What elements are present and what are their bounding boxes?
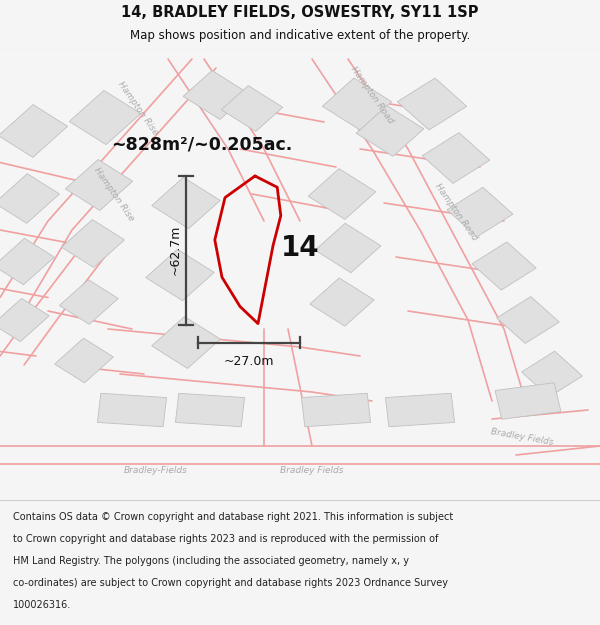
Polygon shape <box>301 393 371 427</box>
Polygon shape <box>310 278 374 326</box>
Polygon shape <box>97 393 167 427</box>
Text: HM Land Registry. The polygons (including the associated geometry, namely x, y: HM Land Registry. The polygons (includin… <box>13 556 409 566</box>
Polygon shape <box>65 159 133 211</box>
Text: to Crown copyright and database rights 2023 and is reproduced with the permissio: to Crown copyright and database rights 2… <box>13 534 439 544</box>
Text: Hampton Road: Hampton Road <box>433 182 479 242</box>
Text: ~27.0m: ~27.0m <box>224 355 274 368</box>
Text: Contains OS data © Crown copyright and database right 2021. This information is : Contains OS data © Crown copyright and d… <box>13 512 454 522</box>
Text: co-ordinates) are subject to Crown copyright and database rights 2023 Ordnance S: co-ordinates) are subject to Crown copyr… <box>13 578 448 588</box>
Polygon shape <box>315 223 381 272</box>
Text: Map shows position and indicative extent of the property.: Map shows position and indicative extent… <box>130 29 470 42</box>
Polygon shape <box>422 132 490 183</box>
Polygon shape <box>183 71 249 119</box>
Polygon shape <box>397 78 467 130</box>
Polygon shape <box>152 177 220 229</box>
Polygon shape <box>322 78 392 130</box>
Polygon shape <box>69 91 141 144</box>
Polygon shape <box>61 219 125 268</box>
Polygon shape <box>495 382 561 419</box>
Polygon shape <box>0 174 59 223</box>
Polygon shape <box>385 393 455 427</box>
Polygon shape <box>497 296 559 344</box>
Polygon shape <box>221 86 283 131</box>
Polygon shape <box>308 169 376 219</box>
Text: Bradley Fields: Bradley Fields <box>280 466 344 475</box>
Polygon shape <box>356 106 424 156</box>
Text: ~62.7m: ~62.7m <box>169 225 182 276</box>
Text: 14: 14 <box>281 234 319 262</box>
Polygon shape <box>152 317 220 368</box>
Text: Bradley‑Fields: Bradley‑Fields <box>124 466 188 475</box>
Text: Bradley Fields: Bradley Fields <box>490 427 554 447</box>
Polygon shape <box>59 279 118 324</box>
Polygon shape <box>55 338 113 383</box>
Polygon shape <box>0 238 55 285</box>
Text: Hampton Road: Hampton Road <box>349 65 395 125</box>
Text: Hampton Rise: Hampton Rise <box>92 166 136 222</box>
Polygon shape <box>0 104 68 158</box>
Polygon shape <box>146 249 214 301</box>
Text: Hampton Rise: Hampton Rise <box>116 80 160 137</box>
Polygon shape <box>0 298 49 342</box>
Text: 100026316.: 100026316. <box>13 600 71 610</box>
Polygon shape <box>447 188 513 237</box>
Polygon shape <box>521 351 583 397</box>
Text: ~828m²/~0.205ac.: ~828m²/~0.205ac. <box>111 136 292 154</box>
Text: 14, BRADLEY FIELDS, OSWESTRY, SY11 1SP: 14, BRADLEY FIELDS, OSWESTRY, SY11 1SP <box>121 5 479 20</box>
Polygon shape <box>472 242 536 290</box>
Polygon shape <box>175 393 245 427</box>
